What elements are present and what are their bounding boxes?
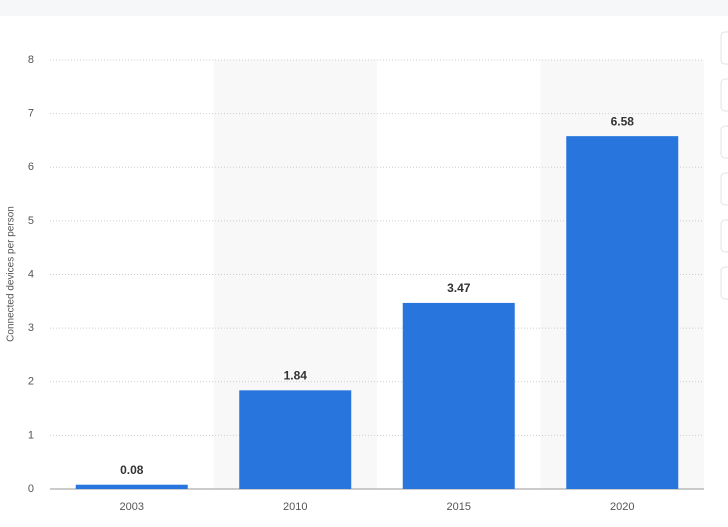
bar — [75, 484, 188, 489]
y-tick-label: 7 — [28, 108, 34, 120]
bar — [566, 136, 679, 489]
x-tick-label: 2020 — [610, 501, 634, 513]
y-tick-label: 3 — [28, 322, 34, 334]
value-label: 3.47 — [447, 281, 471, 295]
bar — [402, 302, 515, 489]
x-tick-label: 2010 — [283, 501, 307, 513]
y-tick-label: 2 — [28, 376, 34, 388]
value-label: 0.08 — [120, 463, 144, 477]
side-buttons — [720, 31, 728, 300]
top-bar — [0, 0, 728, 16]
value-label: 6.58 — [611, 114, 635, 128]
bar — [239, 390, 352, 489]
x-tick-label: 2015 — [447, 501, 471, 513]
y-tick-label: 0 — [28, 483, 34, 495]
y-tick-label: 6 — [28, 161, 34, 173]
y-tick-label: 4 — [28, 268, 34, 280]
value-label: 1.84 — [284, 369, 308, 383]
y-tick-label: 8 — [28, 54, 34, 66]
y-tick-label: 5 — [28, 215, 34, 227]
y-axis-label: Connected devices per person — [6, 206, 17, 342]
y-tick-label: 1 — [28, 429, 34, 441]
x-tick-label: 2003 — [120, 501, 144, 513]
